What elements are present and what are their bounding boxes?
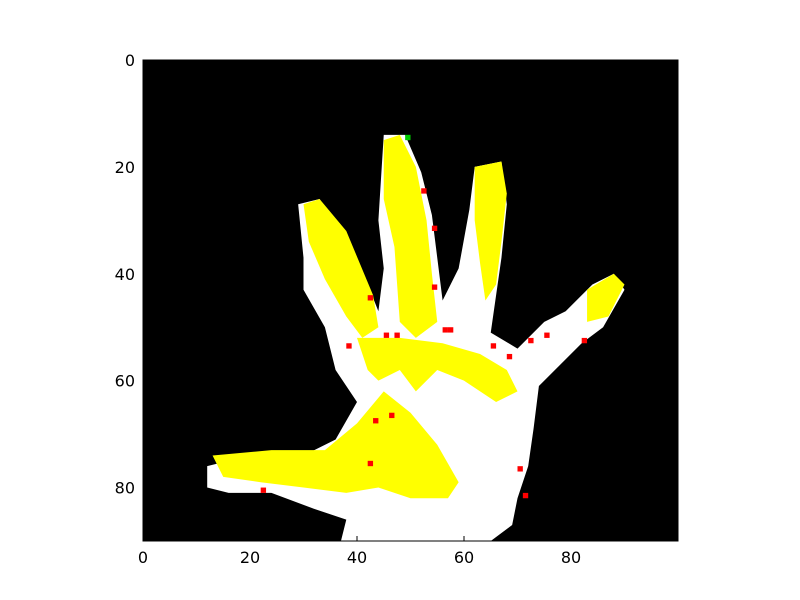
red-point-8	[442, 327, 448, 333]
axes-layer: 0 20 40 60 80 0 20 40 60 80	[115, 51, 679, 567]
red-point-12	[528, 337, 534, 344]
red-point-2	[431, 225, 438, 232]
red-point-14	[581, 337, 588, 344]
x-tick-label: 80	[561, 548, 581, 567]
red-point-13	[544, 332, 550, 338]
axes-frame	[142, 59, 679, 542]
red-point-6	[383, 332, 390, 338]
red-point-17	[367, 460, 374, 467]
red-point-10	[490, 343, 497, 349]
red-point-1	[421, 188, 427, 194]
image-layer	[207, 134, 625, 542]
yellow-region-3	[474, 161, 507, 301]
x-tick-label: 20	[240, 548, 260, 567]
y-tick-label: 0	[125, 51, 135, 70]
x-tick-label: 40	[347, 548, 367, 567]
y-tick-label: 40	[115, 265, 135, 284]
x-tick-label: 0	[138, 548, 148, 567]
red-point-9	[447, 327, 454, 333]
red-point-3	[431, 284, 438, 290]
yellow-region-5	[357, 337, 518, 403]
y-tick-label: 60	[115, 372, 135, 391]
red-point-7	[394, 332, 400, 338]
y-tick-label: 20	[115, 158, 135, 177]
red-point-20	[522, 492, 529, 499]
red-point-16	[373, 418, 379, 424]
y-tick-label: 80	[115, 479, 135, 498]
red-point-18	[260, 487, 267, 493]
red-point-5	[346, 343, 352, 349]
yellow-region-6	[212, 391, 459, 499]
red-point-19	[517, 466, 523, 472]
red-point-15	[389, 412, 395, 419]
yellow-region-2	[383, 134, 438, 338]
red-point-4	[367, 295, 374, 301]
red-point-11	[506, 353, 513, 360]
yellow-region-1	[303, 198, 379, 338]
green-point-1	[405, 134, 411, 141]
x-tick-label: 60	[454, 548, 474, 567]
yellow-region-4	[587, 273, 625, 322]
